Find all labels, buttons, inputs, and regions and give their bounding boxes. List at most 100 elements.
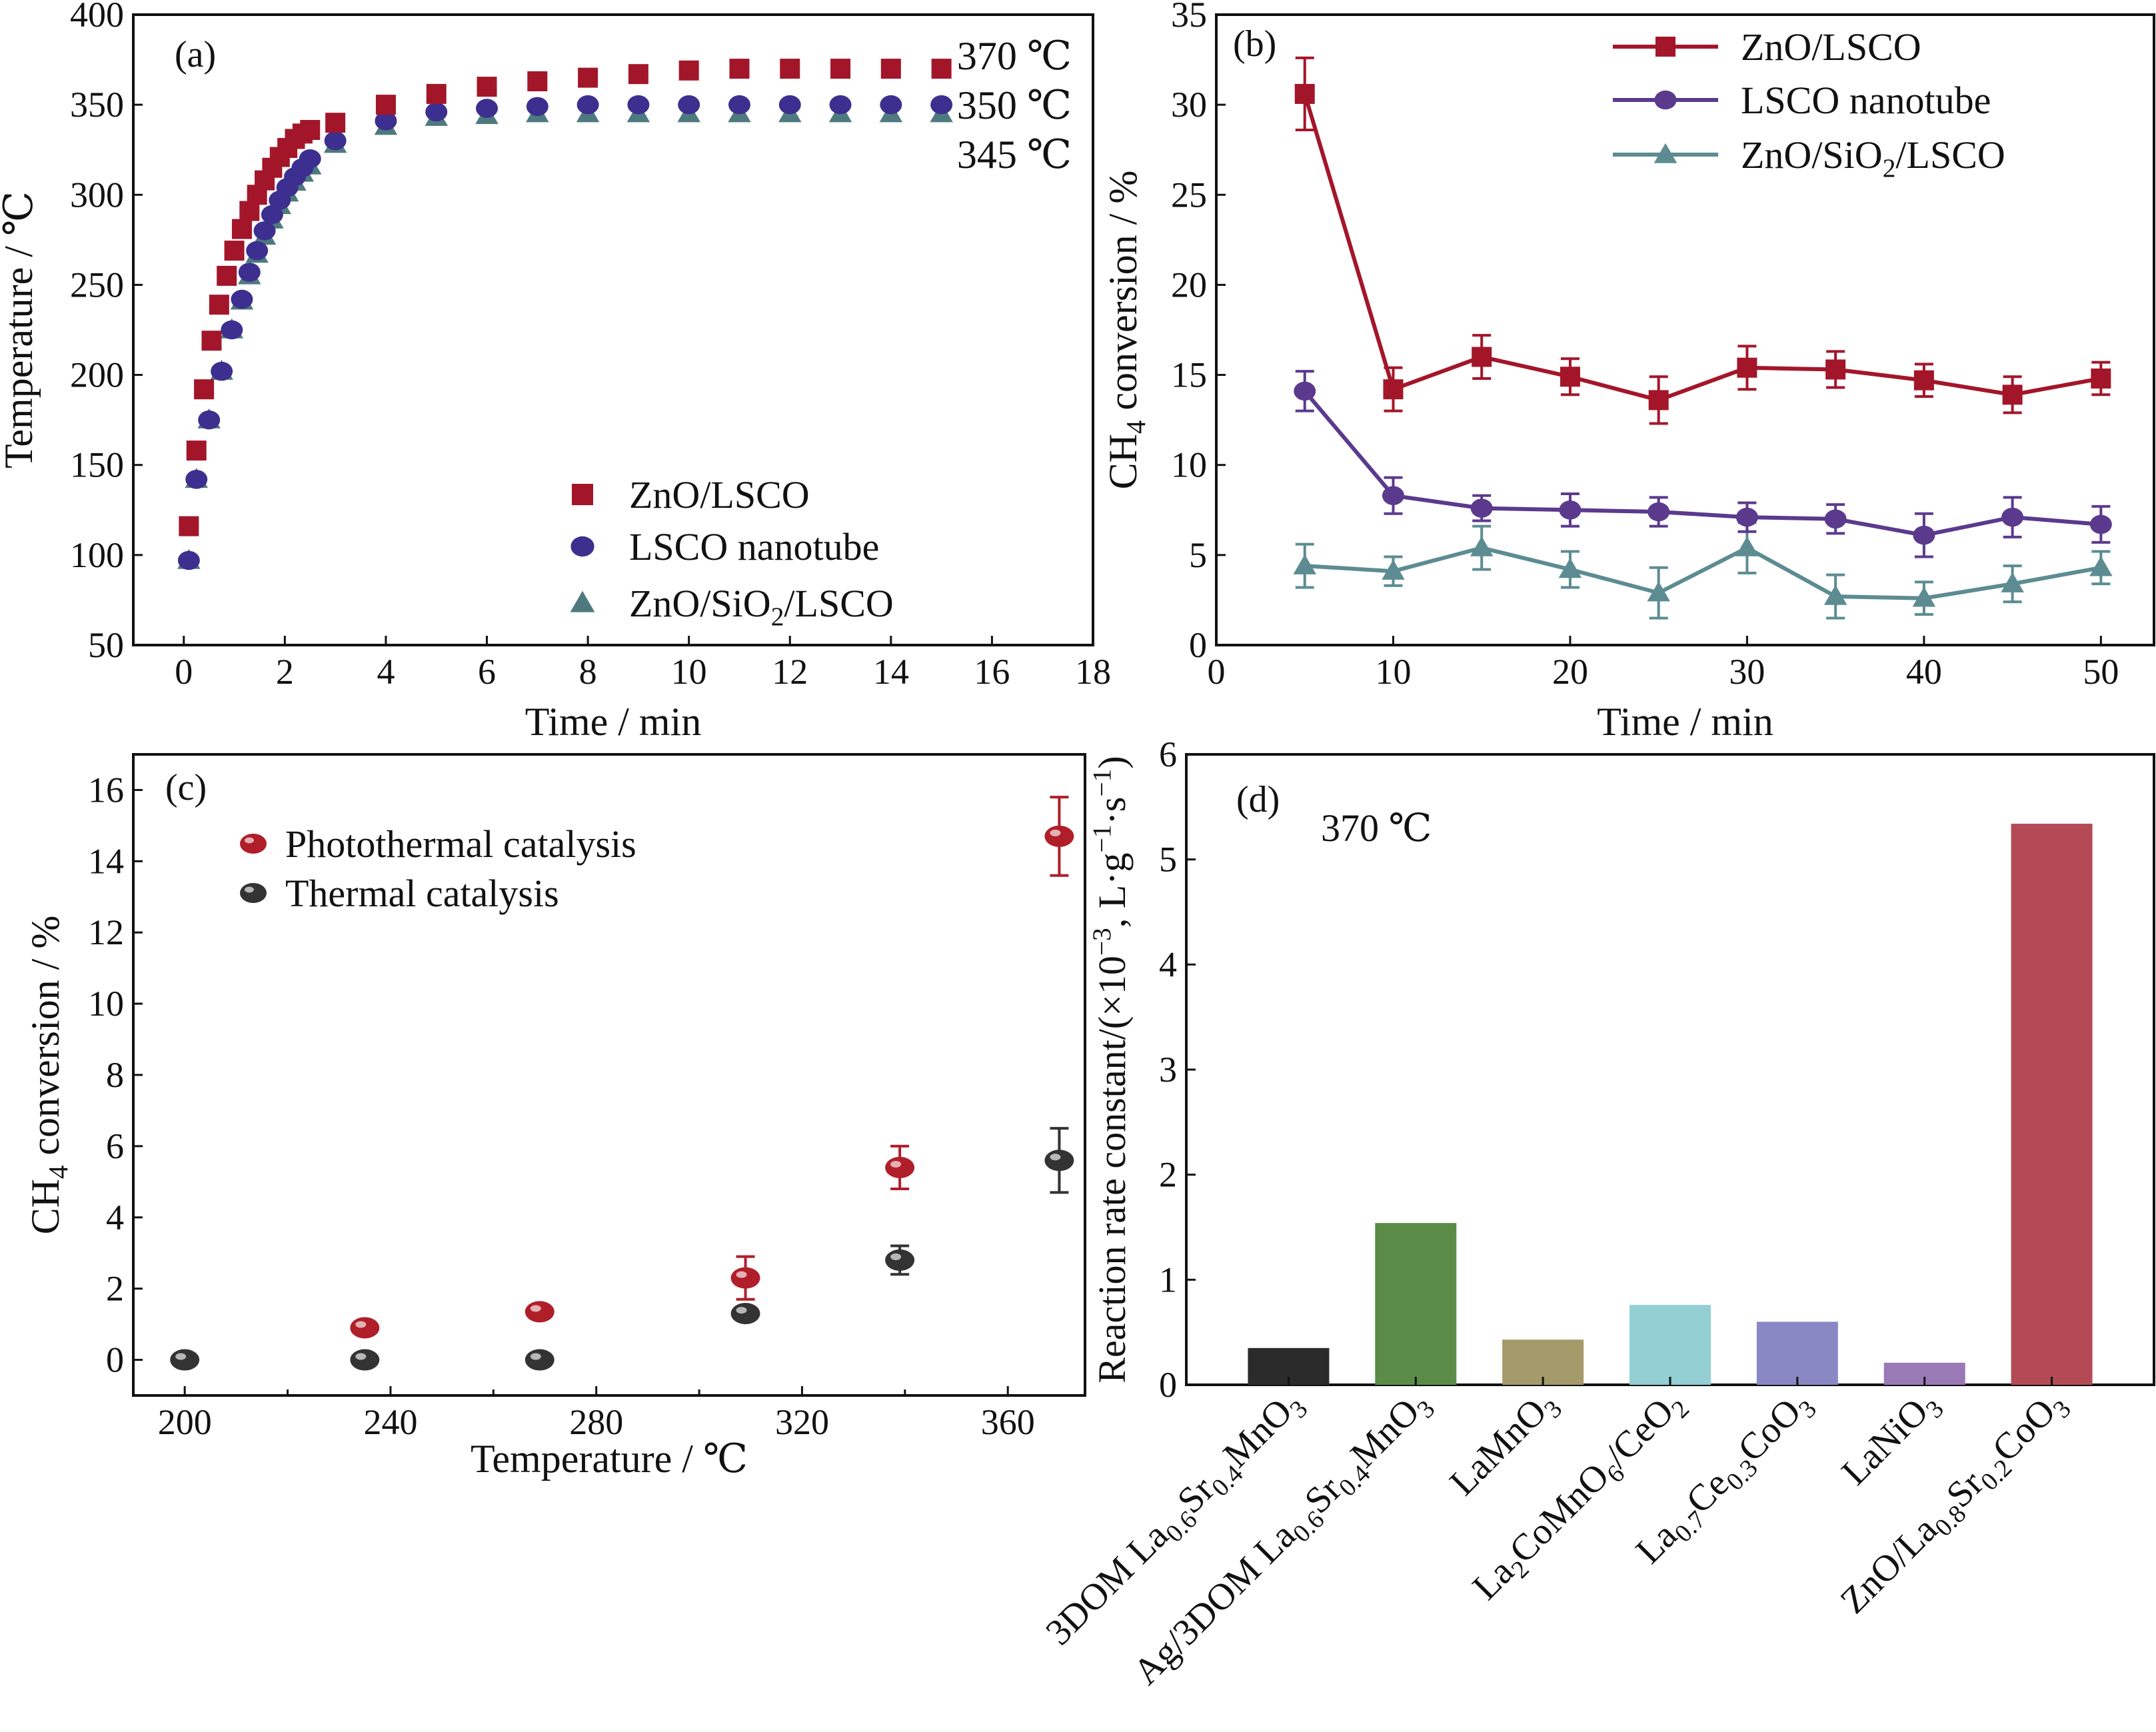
panel-c-ytick-label: 16 bbox=[88, 770, 124, 810]
panel-a-data-point bbox=[880, 95, 902, 115]
panel-c-legend-marker bbox=[240, 834, 267, 854]
panel-a-xtick-label: 6 bbox=[478, 652, 496, 692]
panel-a-data-point bbox=[576, 95, 599, 115]
panel-d-category-label: ZnO/La0.8​Sr0.2​CoO3​ bbox=[1833, 1381, 2077, 1625]
panel-a-ytick-label: 400 bbox=[70, 0, 124, 35]
panel-a-ytick-label: 150 bbox=[70, 445, 124, 485]
panel-a-xtick-label: 14 bbox=[873, 652, 909, 692]
panel-b-data-point bbox=[1913, 370, 1934, 391]
panel-b-data-point bbox=[1824, 509, 1847, 529]
panel-c-ytick-label: 14 bbox=[88, 841, 124, 881]
panel-d-category-label: LaNiO3​ bbox=[1834, 1381, 1949, 1497]
panel-b-data-point bbox=[1558, 558, 1582, 578]
panel-a-data-point bbox=[198, 410, 221, 430]
panel-a-data-point bbox=[177, 550, 200, 570]
panel-a-end-label: 370 ℃ bbox=[957, 34, 1072, 78]
panel-c-legend-marker-highlight bbox=[245, 837, 254, 844]
panel-c-point-highlight bbox=[530, 1305, 541, 1312]
panel-a-data-point bbox=[185, 470, 208, 489]
panel-a-data-point bbox=[325, 113, 346, 133]
panel-d-bar-ag-3dom-la-sr-mno bbox=[1375, 1223, 1457, 1385]
panel-b-data-point bbox=[1912, 586, 1936, 607]
panel-b-plot-frame bbox=[1215, 13, 2155, 646]
panel-a-ytick-label: 100 bbox=[70, 535, 124, 575]
panel-b-xtick-label: 50 bbox=[2083, 652, 2119, 692]
panel-c-point-highlight bbox=[175, 1353, 187, 1360]
panel-c-data-point bbox=[350, 1317, 380, 1339]
panel-b-data-point bbox=[1647, 581, 1670, 602]
panel-c-data-point bbox=[730, 1303, 760, 1325]
panel-a-data-point bbox=[526, 97, 548, 117]
panel-c-legend-label: Thermal catalysis bbox=[285, 872, 559, 915]
panel-a-ytick-label: 50 bbox=[88, 625, 124, 665]
panel-b-data-point bbox=[2001, 507, 2024, 527]
panel-a-legend-marker bbox=[570, 590, 595, 612]
panel-a-data-point bbox=[729, 59, 750, 79]
panel-a-data-point bbox=[246, 241, 269, 261]
panel-d-y-axis-label: Reaction rate constant/(×10−3​, L·g−1​·s… bbox=[1087, 756, 1134, 1383]
panel-a-xtick-label: 12 bbox=[772, 652, 808, 692]
panel-a-data-point bbox=[299, 149, 321, 169]
panel-d-annotation: 370 ℃ bbox=[1321, 806, 1432, 850]
panel-b-x-axis-label: Time / min bbox=[1597, 700, 1773, 744]
panel-b-xtick-label: 20 bbox=[1552, 652, 1588, 692]
panel-b-legend-label: LSCO nanotube bbox=[1741, 79, 1991, 122]
panel-b-ytick-label: 25 bbox=[1171, 175, 1207, 215]
panel-a-data-point bbox=[221, 320, 243, 340]
panel-c-data-point bbox=[885, 1249, 915, 1271]
panel-a-xtick-label: 2 bbox=[276, 652, 294, 692]
panel-a-data-point bbox=[778, 95, 801, 115]
panel-b-legend-marker bbox=[1653, 143, 1677, 163]
panel-c-data-point bbox=[525, 1349, 554, 1371]
panel-a-data-point bbox=[931, 59, 952, 79]
panel-a-data-point bbox=[324, 131, 347, 151]
panel-a-temperature-vs-time: 0 2 4 6 8 10 12 14 16 18 50 100 150 200 250 300 350 400 (a… bbox=[0, 0, 1111, 744]
panel-c-ytick-label: 2 bbox=[106, 1269, 124, 1309]
panel-a-data-point bbox=[194, 379, 215, 400]
panel-b-data-point bbox=[1293, 554, 1316, 574]
panel-a-data-point bbox=[375, 111, 397, 131]
panel-b-data-point bbox=[2001, 572, 2024, 592]
panel-a-data-point bbox=[578, 67, 598, 88]
panel-a-data-point bbox=[231, 219, 252, 239]
panel-a-end-label: 350 ℃ bbox=[957, 83, 1072, 127]
panel-c-data-point bbox=[730, 1267, 760, 1289]
panel-c-data-point bbox=[1044, 825, 1074, 847]
panel-b-ytick-label: 20 bbox=[1171, 265, 1207, 305]
panel-c-data-point bbox=[1044, 1150, 1074, 1172]
panel-c-ytick-label: 4 bbox=[106, 1198, 124, 1238]
panel-a-data-point bbox=[780, 59, 800, 79]
panel-b-series-line bbox=[1304, 545, 2101, 600]
panel-a-label: (a) bbox=[175, 34, 216, 75]
panel-a-legend-marker bbox=[572, 484, 593, 505]
panel-a-data-point bbox=[425, 102, 448, 122]
panel-b-data-point bbox=[1470, 536, 1494, 556]
panel-c-xtick-label: 200 bbox=[158, 1402, 212, 1442]
panel-b-ytick-label: 15 bbox=[1171, 355, 1207, 395]
panel-a-data-point bbox=[375, 95, 396, 115]
panel-a-data-point bbox=[476, 99, 499, 118]
panel-a-data-point bbox=[880, 59, 901, 79]
panel-c-xtick-label: 240 bbox=[363, 1402, 417, 1442]
panel-c-point-highlight bbox=[736, 1271, 747, 1278]
panel-b-data-point bbox=[2089, 556, 2113, 576]
panel-b-y-axis-label: CH4​ conversion / % bbox=[1101, 171, 1151, 490]
panel-b-data-point bbox=[1383, 379, 1404, 400]
panel-a-series-zno-lsco bbox=[179, 59, 952, 536]
panel-c-ch4-conversion-vs-temperature: 200 240 280 320 360 0 2 4 6 8 10 12 14 16 (c) Temperatu… bbox=[23, 753, 1086, 1481]
panel-c-legend-label: Photothermal catalysis bbox=[285, 822, 636, 866]
panel-a-data-point bbox=[186, 440, 207, 461]
panel-b-series-zno-lsco bbox=[1294, 56, 2111, 425]
panel-a-xtick-label: 4 bbox=[377, 652, 395, 692]
panel-d-bar-la-comno-ceo bbox=[1629, 1305, 1711, 1385]
panel-d-ytick-label: 1 bbox=[1159, 1260, 1177, 1299]
panel-b-data-point bbox=[2089, 514, 2112, 534]
panel-d-ytick-label: 5 bbox=[1159, 840, 1177, 880]
panel-b-data-point bbox=[1647, 502, 1670, 522]
panel-b-data-point bbox=[2002, 385, 2023, 405]
panel-a-ytick-label: 300 bbox=[70, 175, 124, 215]
panel-c-ytick-label: 12 bbox=[88, 912, 124, 952]
panel-c-point-highlight bbox=[355, 1353, 367, 1360]
panel-b-data-point bbox=[1913, 525, 1935, 545]
